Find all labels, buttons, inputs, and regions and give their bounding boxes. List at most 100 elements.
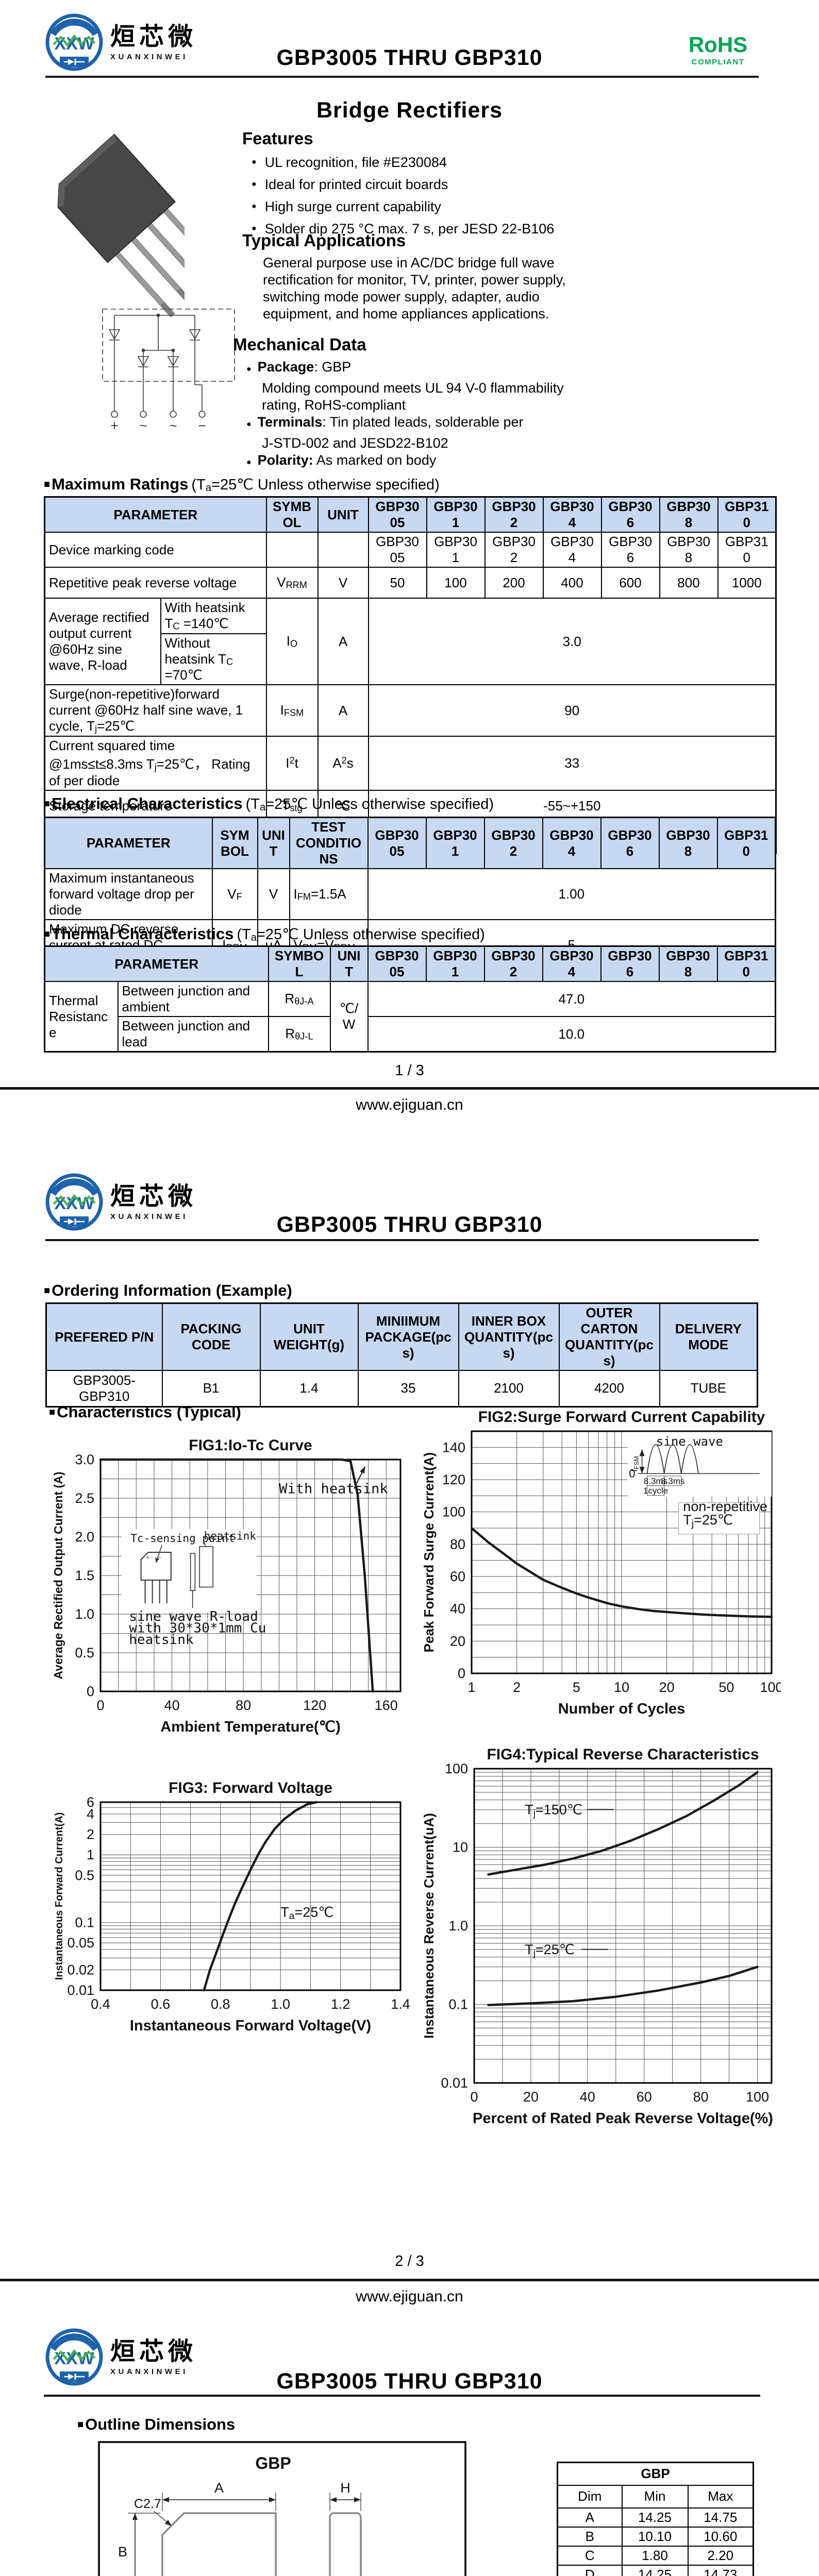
svg-text:0.4: 0.4	[91, 1996, 110, 2012]
max-ratings-cell: GBP304	[542, 532, 602, 568]
ordering-table: PREFERED P/N PACKING CODE UNIT WEIGHT(g) MI…	[45, 1302, 758, 1408]
electrical-cell: UNIT	[257, 817, 290, 869]
svg-text:1: 1	[87, 1847, 94, 1862]
outline-heading: ■Outline Dimensions	[77, 2415, 236, 2433]
svg-text:heatsink: heatsink	[129, 1632, 194, 1648]
feature-item: ● UL recognition, file #E230084	[252, 155, 447, 170]
mechanical-item: ● Terminals: Tin plated leads, solderable…	[246, 414, 524, 430]
thermal-cell: PARAMETER	[44, 945, 269, 982]
dims-cell: 10.10	[621, 2526, 689, 2547]
brand-name-en: XUANXINWEI	[110, 1212, 188, 1221]
mechanical-item: ● Package: GBP	[246, 359, 352, 375]
electrical-cell: PARAMETER	[44, 817, 213, 869]
brand-logo: XXW 烜芯微 XUANXINWEI	[45, 1171, 197, 1234]
characteristics-heading: ■Characteristics (Typical)	[49, 1403, 241, 1421]
ordering-cell: GBP3005-GBP310	[45, 1370, 163, 1407]
ordering-cell: PACKING CODE	[161, 1302, 261, 1371]
fig3-svg: FIG3: Forward Voltage 0.4 0.6 0.8 1.0 1.2 1.4 6…	[54, 1780, 410, 2034]
svg-text:80: 80	[693, 2089, 709, 2105]
max-ratings-cell: Average rectified output current @60Hz s…	[44, 597, 161, 686]
feature-item: ● Solder dip 275 °C max. 7 s, per JESD 22…	[252, 221, 555, 236]
svg-text:B: B	[118, 2544, 127, 2560]
brand-logo: XXW 烜芯微 XUANXINWEI	[45, 11, 197, 74]
svg-text:FIG1:Io-Tc Curve: FIG1:Io-Tc Curve	[189, 1437, 312, 1454]
max-ratings-cell: Surge(non-repetitive)forward current @60…	[44, 684, 267, 737]
electrical-cell: GBP308	[658, 817, 718, 869]
ordering-cell: 35	[357, 1370, 459, 1407]
svg-text:160: 160	[375, 1698, 398, 1713]
svg-text:sine wave R-load: sine wave R-load	[129, 1609, 258, 1624]
svg-text:1cycle: 1cycle	[643, 1486, 668, 1496]
svg-text:10: 10	[614, 1680, 629, 1695]
svg-text:With heatsink: With heatsink	[279, 1481, 388, 1497]
svg-text:0.6: 0.6	[151, 1996, 171, 2012]
max-ratings-cell: VRRM	[265, 567, 319, 599]
logo-icon: XXW	[45, 1173, 103, 1231]
rohs-badge: RoHS COMPLIANT	[679, 32, 757, 67]
electrical-cell: GBP301	[425, 817, 485, 869]
dims-cell: Dim	[557, 2484, 623, 2509]
fig1-series	[99, 1458, 374, 1693]
max-ratings-cell	[317, 532, 369, 568]
svg-text:Tj=150℃: Tj=150℃	[525, 1802, 582, 1819]
ordering-heading: ■Ordering Information (Example)	[44, 1281, 292, 1299]
max-ratings-cell: A2s	[317, 736, 369, 791]
thermal-cell: Thermal Resistance	[44, 981, 119, 1053]
svg-text:60: 60	[637, 2089, 652, 2105]
ordering-table: PREFERED P/N PACKING CODE UNIT WEIGHT(g) MI…	[45, 1302, 758, 1408]
svg-text:140: 140	[442, 1439, 465, 1455]
svg-text:0.02: 0.02	[67, 1962, 94, 1977]
rohs-label: RoHS	[688, 32, 748, 57]
electrical-cell: V	[257, 868, 290, 920]
svg-text:+: +	[110, 418, 118, 433]
max-ratings-cell: A	[317, 684, 369, 737]
page-2: XXW 烜芯微 XUANXINWEI GBP3005 THRU GBP310 ■…	[0, 1157, 819, 2313]
max-ratings-cell	[265, 532, 319, 568]
thermal-cell: 47.0	[367, 981, 776, 1017]
svg-text:120: 120	[303, 1698, 326, 1713]
brand-name-en: XUANXINWEI	[110, 2367, 188, 2376]
dims-cell: A	[557, 2507, 623, 2528]
max-ratings-cell: 800	[659, 567, 718, 599]
svg-text:Tj=25℃: Tj=25℃	[683, 1512, 733, 1529]
max-ratings-cell: GBP308	[659, 496, 718, 533]
svg-text:1: 1	[467, 1680, 475, 1695]
fig3-series	[203, 1801, 318, 1992]
feature-item: ● Ideal for printed circuit boards	[252, 177, 448, 192]
svg-text:sine wave: sine wave	[656, 1434, 723, 1449]
max-ratings-cell: Device marking code	[44, 532, 267, 568]
svg-text:FIG2:Surge Forward Current Cap: FIG2:Surge Forward Current Capability	[478, 1409, 765, 1426]
svg-text:1.5: 1.5	[75, 1568, 94, 1583]
logo-icon: XXW	[45, 2328, 103, 2386]
electrical-cell: GBP302	[483, 817, 543, 869]
svg-text:8.3ms: 8.3ms	[661, 1476, 684, 1486]
svg-text:0.05: 0.05	[67, 1935, 94, 1951]
svg-text:C2.7: C2.7	[134, 2497, 161, 2511]
dims-cell: 1.80	[621, 2545, 689, 2566]
max-ratings-cell: Without heatsink TC =70℃	[160, 633, 267, 686]
svg-text:120: 120	[442, 1472, 465, 1487]
max-ratings-cell: GBP304	[542, 496, 602, 533]
svg-text:0.8: 0.8	[211, 1996, 230, 2012]
fig4-svg: FIG4:Typical Reverse Characteristics 0 20 4…	[421, 1746, 773, 2127]
svg-text:2.5: 2.5	[75, 1490, 94, 1506]
svg-text:0: 0	[470, 2089, 478, 2105]
thermal-table: PARAMETER SYMBOL UNIT GBP3005 GBP301 GBP302 GB…	[44, 945, 776, 1053]
max-ratings-cell: V	[317, 567, 369, 599]
electrical-cell: GBP310	[716, 817, 776, 869]
mechanical-heading: Mechanical Data	[233, 335, 366, 354]
ordering-cell: TUBE	[659, 1370, 758, 1407]
thermal-cell: GBP310	[716, 945, 776, 982]
ordering-cell: 2100	[458, 1370, 560, 1407]
max-ratings-cell: Current squared time @1ms≤t≤8.3ms Tj=25℃…	[44, 736, 267, 791]
mechanical-item-line: J-STD-002 and JESD22-B102	[262, 435, 448, 451]
svg-text:20: 20	[659, 1680, 675, 1695]
ordering-cell: OUTER CARTON QUANTITY(pcs)	[558, 1302, 660, 1371]
svg-text:Ambient Temperature(℃): Ambient Temperature(℃)	[160, 1719, 340, 1735]
ordering-cell: INNER BOX QUANTITY(pcs)	[458, 1302, 560, 1371]
page-number: 1 / 3	[395, 1062, 424, 1079]
thermal-cell: Between junction and ambient	[117, 981, 269, 1017]
svg-text:Instantaneous Forward Current(: Instantaneous Forward Current(A)	[54, 1812, 65, 1980]
ordering-cell: MINIIMUM PACKAGE(pcs)	[357, 1302, 459, 1371]
